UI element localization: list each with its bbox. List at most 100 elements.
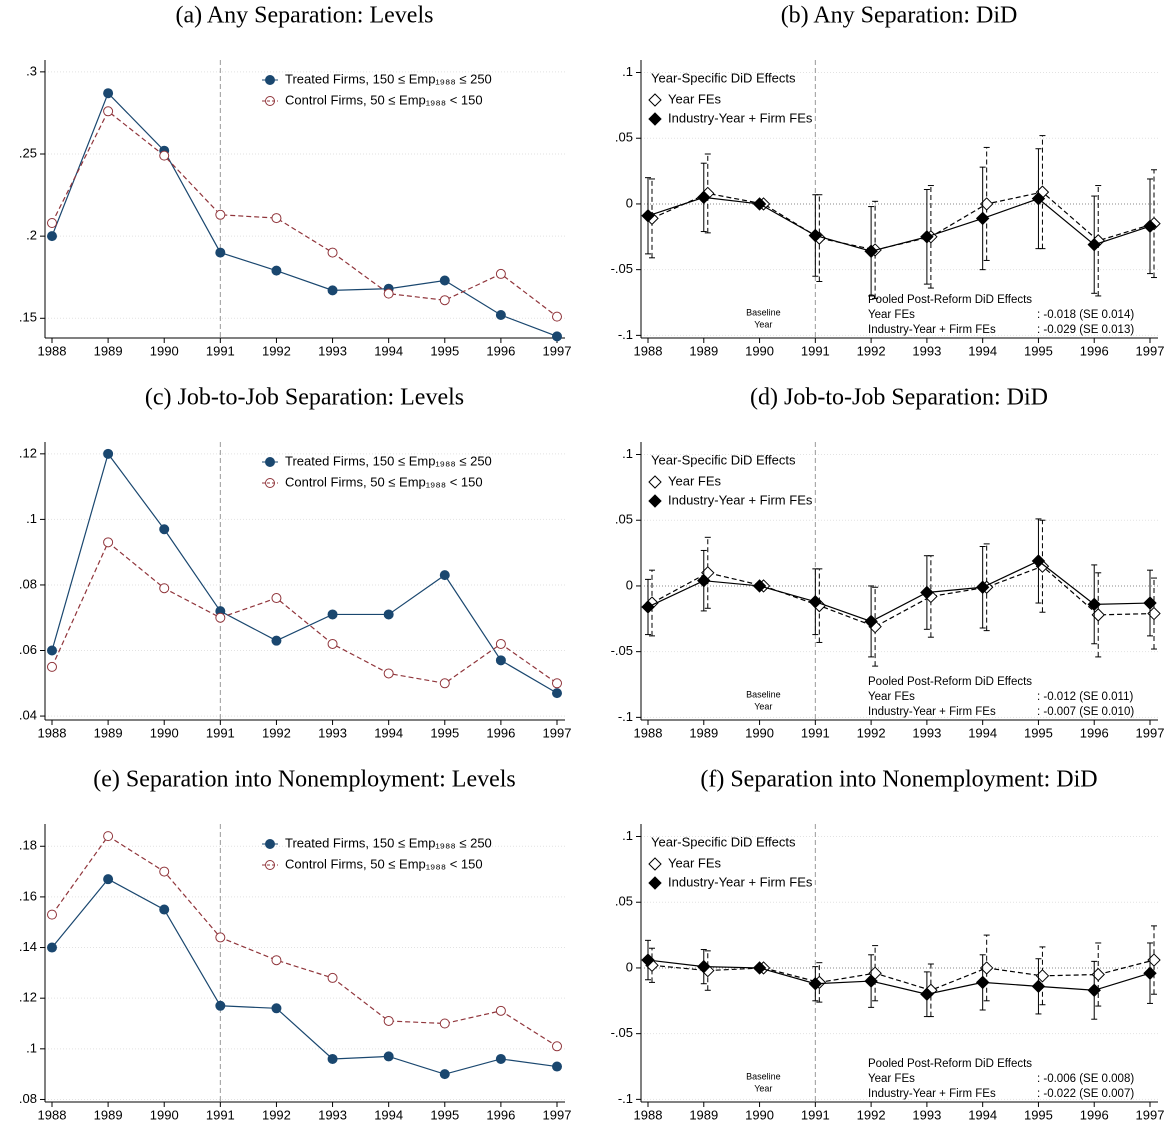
pooled-value: : -0.022 (SE 0.007) [1037, 1088, 1134, 1100]
data-point [808, 595, 823, 609]
data-point [1143, 219, 1157, 233]
x-tick-label: 1996 [1080, 725, 1109, 740]
x-tick-label: 1995 [1024, 725, 1053, 740]
error-bar [872, 586, 879, 667]
x-tick-label: 1997 [543, 343, 572, 358]
pooled-title: Pooled Post-Reform DiD Effects [868, 676, 1032, 688]
data-point [864, 974, 878, 988]
legend-title: Year-Specific DiD Effects [651, 834, 796, 849]
x-tick-label: 1997 [543, 725, 572, 740]
x-tick-label: 1995 [430, 343, 459, 358]
data-point [1143, 966, 1157, 980]
x-tick-label: 1995 [430, 1107, 459, 1122]
x-tick-label: 1993 [912, 725, 941, 740]
series-line [51, 878, 558, 1075]
panel: (c) Job-to-Job Separation: Levels .04 .06.… [19, 385, 572, 741]
data-point [47, 231, 57, 242]
data-point [327, 247, 338, 258]
data-point [439, 1018, 450, 1029]
x-tick-label: 1994 [374, 343, 403, 358]
data-point [1031, 979, 1046, 994]
data-point [383, 1015, 394, 1026]
pooled-label: Industry-Year + Firm FEs [868, 706, 996, 718]
data-point [159, 904, 170, 915]
x-tick-label: 1990 [745, 1107, 774, 1122]
data-point [327, 638, 338, 649]
y-tick-label: -.05 [611, 261, 633, 276]
x-tick-label: 1994 [968, 343, 997, 358]
data-point [103, 831, 114, 842]
pooled-title: Pooled Post-Reform DiD Effects [868, 294, 1032, 306]
x-tick-label: 1995 [1024, 1107, 1053, 1122]
data-point [752, 961, 767, 975]
x-tick-label: 1994 [968, 1107, 997, 1122]
data-point [215, 1000, 226, 1011]
x-tick-label: 1988 [38, 1107, 67, 1122]
x-tick-label: 1997 [543, 1107, 572, 1122]
data-point [495, 310, 506, 320]
panel-title: (d) Job-to-Job Separation: DiD [750, 385, 1048, 411]
data-point [864, 614, 878, 629]
x-tick-label: 1993 [318, 1107, 347, 1122]
data-point [439, 295, 450, 306]
pooled-value: : -0.006 (SE 0.008) [1037, 1073, 1134, 1085]
data-point [920, 987, 934, 1001]
y-tick-label: 0 [626, 959, 633, 974]
data-point [439, 1069, 450, 1080]
series-line [647, 959, 1151, 995]
data-point [495, 638, 506, 649]
pooled-label: Year FEs [868, 1073, 915, 1085]
data-point [552, 688, 562, 699]
x-tick-label: 1992 [857, 725, 886, 740]
x-tick-label: 1993 [318, 343, 347, 358]
x-tick-label: 1994 [968, 725, 997, 740]
x-tick-label: 1996 [1080, 1107, 1109, 1122]
data-point [383, 288, 394, 299]
x-tick-label: 1991 [206, 1107, 235, 1122]
error-bar [1039, 519, 1046, 613]
data-point [1087, 597, 1101, 612]
data-point [47, 645, 57, 656]
data-point [271, 265, 282, 276]
panel: (d) Job-to-Job Separation: DiD -.1 -.05 0 .0… [611, 385, 1165, 741]
legend-marker [648, 876, 662, 890]
series-line [651, 959, 1155, 991]
y-tick-label: -.1 [618, 1091, 633, 1106]
data-point [47, 218, 57, 228]
data-point [641, 953, 655, 967]
y-tick-label: .05 [615, 512, 633, 527]
data-point [271, 593, 282, 604]
x-tick-label: 1992 [262, 343, 291, 358]
legend-label: Treated Firms, 150 ≤ Emp₁₉₈₈ ≤ 250 [285, 835, 492, 850]
data-point [215, 209, 226, 220]
x-tick-label: 1992 [857, 343, 886, 358]
y-tick-label: .1 [26, 1040, 37, 1055]
data-point [103, 537, 114, 548]
y-tick-label: .08 [19, 1091, 37, 1106]
data-point [215, 612, 226, 623]
x-tick-label: 1990 [745, 343, 774, 358]
series-line [651, 565, 1155, 628]
error-bar [649, 178, 655, 259]
error-bar [704, 153, 711, 234]
x-tick-label: 1996 [486, 1107, 515, 1122]
data-point [552, 1061, 562, 1072]
data-point [697, 959, 711, 974]
pooled-label: Year FEs [868, 691, 915, 703]
error-bar [1095, 942, 1102, 1007]
data-point [327, 285, 338, 296]
x-tick-label: 1990 [745, 725, 774, 740]
data-point [439, 678, 450, 689]
data-point [552, 1041, 562, 1052]
data-point [808, 977, 823, 991]
x-tick-label: 1995 [1024, 343, 1053, 358]
error-bar [1095, 185, 1102, 297]
data-point [103, 874, 114, 885]
data-point [864, 244, 878, 258]
x-tick-label: 1992 [262, 725, 291, 740]
x-tick-label: 1996 [486, 343, 515, 358]
x-tick-label: 1995 [430, 725, 459, 740]
panel: (f) Separation into Nonemployment: DiD -.… [611, 767, 1165, 1123]
data-point [641, 600, 655, 614]
x-tick-label: 1988 [38, 725, 67, 740]
